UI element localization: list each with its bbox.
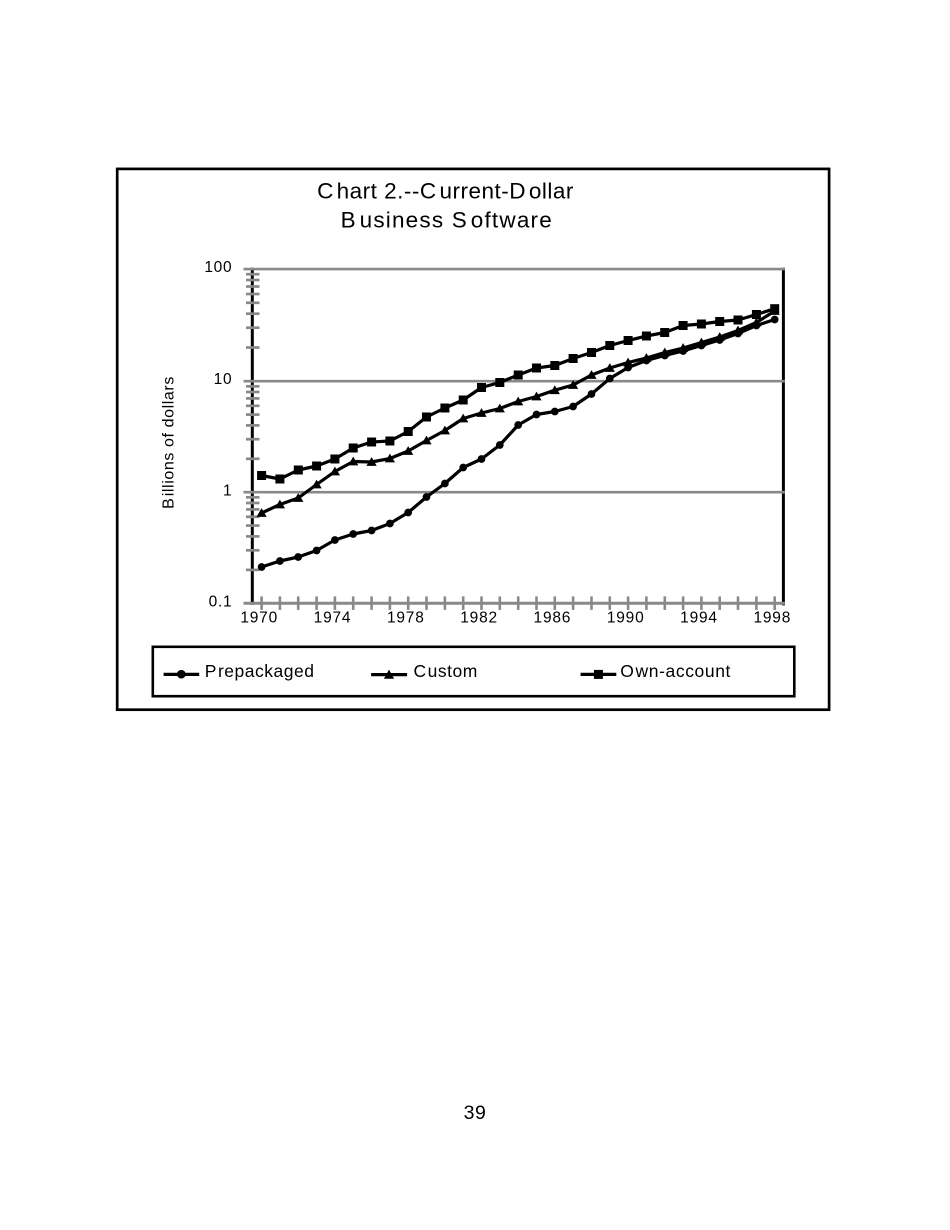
svg-text:1970: 1970 bbox=[240, 609, 278, 626]
svg-text:1978: 1978 bbox=[387, 609, 425, 626]
svg-text:1994: 1994 bbox=[680, 609, 718, 626]
svg-text:1990: 1990 bbox=[607, 609, 645, 626]
svg-text:0.1: 0.1 bbox=[209, 594, 233, 611]
svg-text:10: 10 bbox=[214, 371, 233, 388]
svg-text:39: 39 bbox=[464, 1102, 487, 1124]
svg-text:Prepackaged: Prepackaged bbox=[205, 661, 315, 681]
svg-text:1: 1 bbox=[223, 483, 232, 500]
svg-text:Custom: Custom bbox=[414, 661, 478, 681]
svg-text:Billions of dollars: Billions of dollars bbox=[160, 376, 177, 509]
svg-text:1982: 1982 bbox=[460, 609, 498, 626]
svg-text:1998: 1998 bbox=[753, 609, 791, 626]
svg-text:100: 100 bbox=[204, 259, 232, 276]
svg-text:1986: 1986 bbox=[534, 609, 572, 626]
svg-text:1974: 1974 bbox=[314, 609, 352, 626]
svg-text:Own-account: Own-account bbox=[620, 661, 731, 681]
